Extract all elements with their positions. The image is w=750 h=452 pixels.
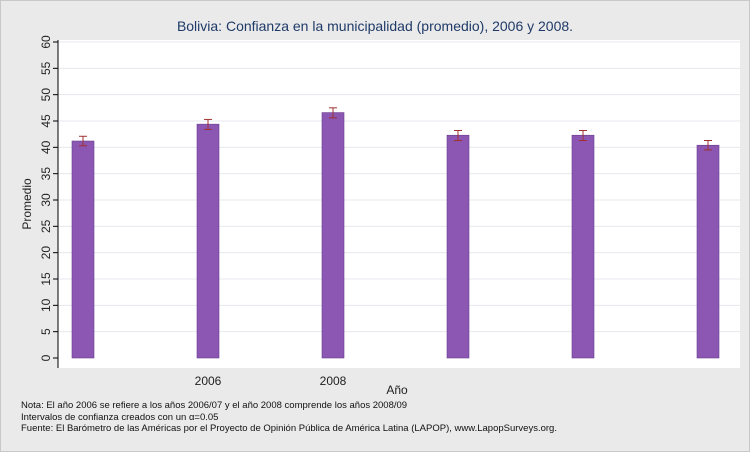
bar [71,140,95,359]
y-tick-label: 35 [39,167,53,181]
source-note: Fuente: El Barómetro de las Américas por… [21,423,557,434]
y-tick-label: 25 [39,219,53,233]
y-axis-title: Promedio [20,178,34,230]
y-tick-label: 5 [39,328,53,335]
chart-title: Bolivia: Confianza en la municipalidad (… [177,18,573,34]
bar [446,134,470,359]
bar [571,134,595,359]
y-tick-label: 40 [39,140,53,154]
y-tick-label: 45 [39,114,53,128]
y-tick-label: 60 [39,35,53,49]
confidence-note: Intervalos de confianza creados con un α… [21,411,219,423]
chart-notes: Nota: El año 2006 se refiere a los años … [21,400,741,435]
gridlines [59,41,740,333]
y-tick-label: 0 [39,354,53,361]
y-tick-label: 50 [39,88,53,102]
bars [71,107,720,359]
y-tick-label: 20 [39,246,53,260]
x-tick-label: 2006 [195,374,222,388]
plot-area [58,40,740,368]
y-tick-label: 15 [39,272,53,286]
bar [696,144,720,359]
note-line: Nota: El año 2006 se refiere a los años … [21,400,408,411]
y-tick-label: 10 [39,298,53,312]
chart: Bolivia: Confianza en la municipalidad (… [20,18,740,397]
y-tick-label: 55 [39,61,53,75]
y-tick-label: 30 [39,193,53,207]
x-axis: 2006 2008 [195,374,347,388]
x-tick-label: 2008 [320,374,347,388]
x-axis-title: Año [386,383,408,397]
bar [196,123,220,359]
y-axis: 0 5 10 15 20 25 30 35 40 45 50 55 60 [39,35,59,368]
bar [321,112,345,359]
